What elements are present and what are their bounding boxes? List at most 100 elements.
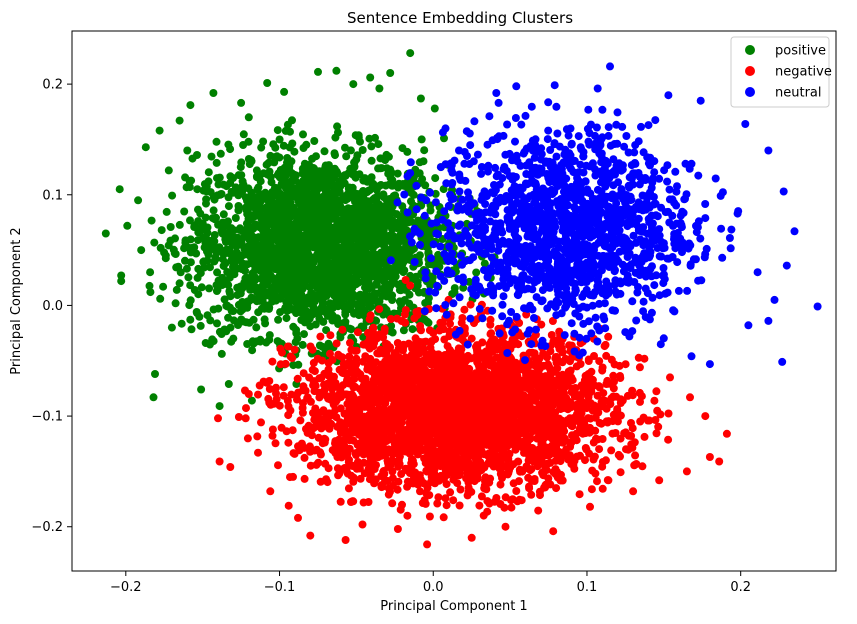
- point-positive: [168, 191, 177, 200]
- point-negative: [460, 305, 469, 314]
- point-negative: [403, 511, 412, 520]
- point-positive: [197, 385, 206, 394]
- point-negative: [525, 484, 534, 493]
- point-positive: [398, 144, 407, 153]
- point-negative: [638, 462, 647, 471]
- point-positive: [280, 87, 289, 96]
- point-negative: [286, 352, 295, 361]
- point-positive: [276, 166, 285, 174]
- point-positive: [237, 98, 246, 107]
- point-positive: [416, 94, 425, 103]
- point-positive: [240, 233, 249, 242]
- point-negative: [328, 385, 337, 393]
- point-positive: [209, 206, 218, 215]
- point-positive: [361, 283, 369, 292]
- point-positive: [344, 231, 353, 240]
- point-negative: [393, 485, 402, 494]
- point-positive: [151, 370, 159, 378]
- point-positive: [334, 128, 342, 137]
- point-positive: [285, 166, 294, 175]
- point-positive: [367, 142, 376, 151]
- point-positive: [296, 303, 305, 312]
- point-positive: [314, 67, 322, 76]
- point-negative: [416, 487, 424, 496]
- point-negative: [416, 322, 425, 330]
- point-positive: [273, 126, 282, 135]
- point-positive: [310, 137, 319, 145]
- point-positive: [217, 190, 226, 198]
- point-positive: [217, 227, 226, 235]
- point-positive: [193, 185, 202, 194]
- point-positive: [306, 308, 315, 317]
- point-negative: [253, 432, 262, 441]
- point-positive: [238, 298, 247, 306]
- point-negative: [524, 473, 533, 482]
- point-positive: [331, 233, 340, 242]
- point-negative: [458, 314, 467, 322]
- point-positive: [289, 322, 298, 331]
- point-negative: [584, 355, 593, 364]
- point-positive: [224, 380, 233, 388]
- point-negative: [423, 483, 432, 492]
- point-positive: [249, 295, 258, 303]
- point-positive: [338, 172, 347, 181]
- point-positive: [325, 273, 334, 282]
- point-positive: [146, 288, 155, 297]
- point-negative: [375, 305, 384, 314]
- point-positive: [260, 222, 269, 231]
- point-positive: [391, 218, 400, 227]
- point-negative: [393, 314, 402, 323]
- point-positive: [245, 160, 254, 169]
- point-positive: [341, 310, 350, 319]
- point-positive: [341, 270, 350, 279]
- point-negative: [242, 404, 250, 413]
- point-positive: [184, 273, 193, 282]
- point-positive: [312, 152, 320, 161]
- point-positive: [350, 280, 359, 289]
- point-positive: [367, 268, 376, 277]
- point-negative: [353, 328, 362, 337]
- point-positive: [155, 126, 164, 135]
- point-negative: [534, 506, 543, 515]
- point-positive: [196, 321, 205, 330]
- point-positive: [217, 349, 226, 358]
- point-positive: [330, 193, 339, 202]
- point-positive: [160, 248, 169, 257]
- point-negative: [255, 381, 264, 390]
- point-positive: [263, 79, 272, 87]
- point-positive: [266, 255, 275, 264]
- point-positive: [224, 202, 233, 211]
- point-positive: [264, 204, 273, 213]
- point-positive: [265, 304, 273, 313]
- point-negative: [587, 485, 596, 494]
- point-positive: [400, 216, 409, 224]
- point-positive: [280, 243, 289, 252]
- point-positive: [182, 264, 191, 273]
- point-positive: [230, 270, 239, 279]
- point-negative: [449, 496, 458, 505]
- point-positive: [172, 285, 181, 294]
- point-positive: [146, 268, 155, 277]
- point-negative: [514, 457, 523, 466]
- point-positive: [282, 314, 291, 323]
- point-positive: [337, 247, 346, 256]
- point-negative: [455, 501, 464, 510]
- point-positive: [156, 294, 165, 303]
- point-negative: [338, 325, 347, 334]
- point-positive: [220, 295, 229, 304]
- point-positive: [405, 247, 413, 256]
- point-positive: [360, 174, 369, 183]
- point-negative: [640, 432, 649, 441]
- point-positive: [302, 140, 311, 149]
- point-positive: [374, 164, 383, 173]
- point-positive: [236, 224, 244, 233]
- point-negative: [323, 478, 332, 487]
- point-negative: [509, 479, 518, 488]
- point-positive: [365, 256, 374, 264]
- point-positive: [335, 218, 344, 227]
- point-positive: [378, 285, 387, 294]
- point-positive: [303, 212, 311, 221]
- point-positive: [274, 315, 283, 324]
- point-positive: [273, 261, 282, 270]
- point-positive: [379, 193, 388, 202]
